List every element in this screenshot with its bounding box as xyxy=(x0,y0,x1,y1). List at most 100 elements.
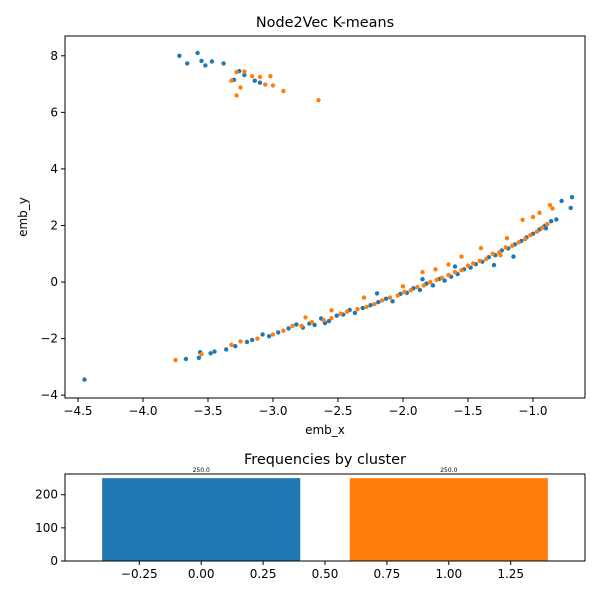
scatter-point-s0-70 xyxy=(420,277,425,282)
scatter-point-s0-6 xyxy=(203,63,208,68)
scatter-point-s1-5 xyxy=(263,82,268,87)
scatter-point-s1-43 xyxy=(471,261,476,266)
scatter-point-s0-11 xyxy=(257,80,263,85)
scatter-point-s1-58 xyxy=(520,217,525,222)
scatter-point-s0-22 xyxy=(260,332,265,337)
scatter-point-s0-3 xyxy=(209,59,215,64)
scatter-point-s0-37 xyxy=(368,303,373,308)
scatter-x-tick-label: −2.5 xyxy=(323,404,352,418)
scatter-point-s1-44 xyxy=(477,258,482,263)
scatter-point-s1-60 xyxy=(478,245,484,251)
scatter-point-s1-34 xyxy=(415,284,420,290)
scatter-point-s0-75 xyxy=(543,226,549,231)
scatter-point-s1-23 xyxy=(329,316,334,321)
scatter-point-s1-25 xyxy=(344,309,350,314)
scatter-point-s1-40 xyxy=(452,269,458,275)
scatter-point-s0-18 xyxy=(224,347,229,352)
scatter-point-s0-65 xyxy=(549,219,554,224)
scatter-y-tick-label: 0 xyxy=(50,275,58,289)
bar-x-tick-label: 0.50 xyxy=(312,567,339,581)
scatter-point-s1-57 xyxy=(547,202,553,208)
scatter-point-s0-40 xyxy=(390,299,395,304)
scatter-point-s0-4 xyxy=(221,61,226,66)
bar-x-tick-label: 0.25 xyxy=(250,567,277,581)
scatter-point-s0-29 xyxy=(312,322,317,328)
scatter-y-tick-label: 8 xyxy=(50,49,58,63)
scatter-point-s0-44 xyxy=(417,287,423,293)
scatter-point-s1-39 xyxy=(446,272,451,278)
scatter-point-s1-12 xyxy=(173,357,178,363)
scatter-point-s1-13 xyxy=(199,352,204,357)
scatter-point-s1-69 xyxy=(433,267,438,272)
scatter-point-s1-10 xyxy=(281,88,286,94)
scatter-point-s0-32 xyxy=(334,313,339,318)
scatter-y-tick-label: 4 xyxy=(50,162,58,176)
scatter-point-s1-54 xyxy=(539,225,545,230)
scatter-point-s1-33 xyxy=(408,288,413,293)
scatter-point-s1-29 xyxy=(380,298,385,303)
scatter-point-s0-20 xyxy=(244,339,250,345)
scatter-axes-frame xyxy=(64,35,586,399)
scatter-point-s1-63 xyxy=(400,284,406,289)
scatter-y-tick-label: 2 xyxy=(50,218,58,232)
scatter-point-s1-30 xyxy=(387,295,393,300)
scatter-point-s0-68 xyxy=(569,195,575,200)
scatter-point-s1-26 xyxy=(355,307,360,312)
bar-cluster-0 xyxy=(102,478,301,561)
bar-y-tick-label: 100 xyxy=(35,521,58,535)
scatter-point-s1-18 xyxy=(281,328,286,333)
scatter-point-s1-6 xyxy=(268,74,273,79)
scatter-point-s1-9 xyxy=(270,83,276,88)
scatter-point-s1-50 xyxy=(516,240,521,245)
scatter-point-s1-53 xyxy=(534,229,540,234)
bar-y-tick-label: 200 xyxy=(35,488,58,502)
scatter-point-s1-66 xyxy=(303,315,308,320)
scatter-point-s1-0 xyxy=(234,70,239,75)
scatter-point-s0-73 xyxy=(374,291,380,296)
scatter-point-s1-16 xyxy=(255,336,260,341)
bar-x-axis: −0.25 0.00 0.25 0.50 0.75 1.00 1.25 xyxy=(121,561,524,581)
scatter-point-s0-39 xyxy=(383,296,389,301)
scatter-point-s1-49 xyxy=(510,243,515,248)
bar-value-labels: 250.0 250.0 xyxy=(193,467,458,474)
scatter-point-s0-10 xyxy=(252,78,257,83)
scatter-point-s1-41 xyxy=(459,268,464,273)
scatter-points xyxy=(82,50,575,382)
scatter-point-s0-35 xyxy=(352,310,358,316)
scatter-point-s1-17 xyxy=(270,332,276,337)
scatter-point-s0-48 xyxy=(442,278,447,283)
scatter-point-s0-74 xyxy=(511,254,516,259)
scatter-point-s1-56 xyxy=(550,206,555,211)
scatter-x-tick-label: −2.0 xyxy=(388,404,417,418)
scatter-point-s0-12 xyxy=(82,377,87,382)
scatter-point-s1-2 xyxy=(229,78,234,83)
scatter-point-s1-48 xyxy=(503,245,508,250)
scatter-x-tick-label: −1.0 xyxy=(518,404,547,418)
scatter-point-s1-51 xyxy=(523,236,528,242)
scatter-x-label: emb_x xyxy=(305,423,345,437)
bar-x-tick-label: 0.00 xyxy=(188,567,215,581)
scatter-point-s1-8 xyxy=(234,93,239,98)
scatter-point-s0-71 xyxy=(452,264,458,269)
scatter-point-s0-21 xyxy=(250,337,255,343)
scatter-point-s1-35 xyxy=(421,283,426,288)
scatter-x-tick-label: −4.0 xyxy=(128,404,157,418)
scatter-point-s1-11 xyxy=(316,98,321,103)
scatter-point-s1-52 xyxy=(528,232,533,238)
bar-x-tick-label: 0.75 xyxy=(374,567,401,581)
bar-y-tick-label: 0 xyxy=(50,554,58,568)
scatter-point-s0-69 xyxy=(568,205,573,211)
scatter-point-s0-25 xyxy=(286,326,291,331)
scatter-point-s0-23 xyxy=(266,334,272,339)
bar-value-label-1: 250.0 xyxy=(440,467,457,474)
bar-x-tick-label: 1.25 xyxy=(497,567,524,581)
scatter-point-s1-21 xyxy=(309,320,315,325)
scatter-y-tick-label: −2 xyxy=(40,332,58,346)
bar-y-axis: 0 100 200 xyxy=(35,488,65,568)
scatter-point-s1-7 xyxy=(238,85,243,90)
scatter-point-s0-38 xyxy=(376,299,381,305)
bars xyxy=(102,478,548,561)
scatter-point-s0-5 xyxy=(185,61,190,66)
bar-x-tick-label: −0.25 xyxy=(121,567,158,581)
